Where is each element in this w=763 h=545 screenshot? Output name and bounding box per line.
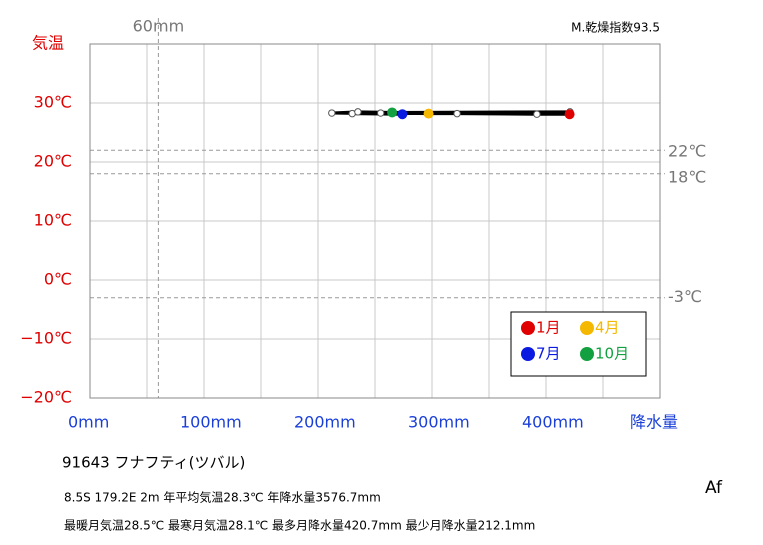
y-tick-label: 0℃ [44, 270, 72, 289]
x-tick-label: 300mm [408, 413, 470, 432]
month-point [453, 109, 461, 118]
month-point [423, 108, 434, 119]
y-tick-label: 10℃ [34, 211, 72, 230]
dryness-index: M.乾燥指数93.5 [571, 20, 660, 35]
x-tick-label: 100mm [180, 413, 242, 432]
x-tick-label: 0mm [68, 413, 109, 432]
month-point [397, 109, 408, 120]
station-info: 8.5S 179.2E 2m 年平均気温28.3℃ 年降水量3576.7mm [64, 490, 381, 505]
month-point [354, 108, 362, 116]
month-point [533, 110, 541, 118]
x-tick-label: 400mm [522, 413, 584, 432]
x-axis-label: 降水量 [630, 413, 678, 432]
legend-box [510, 311, 647, 377]
plot-frame [89, 43, 661, 399]
station-extremes: 最暖月気温28.5℃ 最寒月気温28.1℃ 最多月降水量420.7mm 最少月降… [64, 518, 535, 533]
legend-label: 10月 [595, 345, 629, 363]
month-point [377, 109, 385, 117]
legend-dot [521, 321, 535, 335]
legend-dot [521, 347, 535, 361]
reference-label: 18℃ [668, 167, 706, 186]
station-name: 91643 フナフティ(ツバル) [62, 454, 245, 472]
y-tick-label: 20℃ [34, 152, 72, 171]
legend-dot [580, 347, 594, 361]
legend-label: 1月 [536, 319, 561, 337]
month-point [564, 109, 575, 120]
reference-label: -3℃ [668, 287, 702, 306]
y-tick-label: 30℃ [34, 93, 72, 112]
reference-label: 22℃ [668, 142, 706, 161]
legend-label: 4月 [595, 319, 620, 337]
y-tick-label: −10℃ [20, 329, 72, 348]
legend-dot [580, 321, 594, 335]
month-point [328, 109, 336, 117]
y-tick-label: −20℃ [20, 388, 72, 407]
legend-label: 7月 [536, 345, 561, 363]
climate-class: Af [705, 478, 723, 498]
month-point [387, 107, 398, 118]
y-axis-label: 気温 [32, 34, 64, 53]
reference-label: 60mm [133, 17, 185, 36]
x-tick-label: 200mm [294, 413, 356, 432]
